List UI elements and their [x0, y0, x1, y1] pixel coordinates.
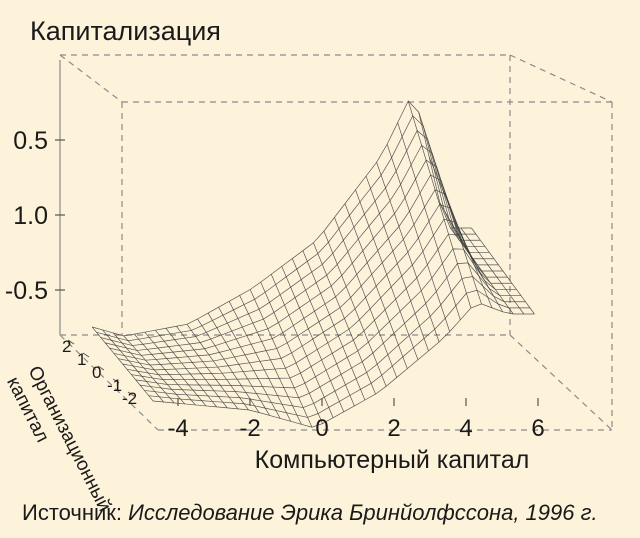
- surface-line: [239, 295, 302, 425]
- surface-line: [134, 333, 196, 406]
- surface-line: [100, 130, 481, 346]
- x-tick-label: 0: [315, 415, 328, 442]
- surface-line: [118, 189, 499, 366]
- y-tick-mark: [127, 391, 135, 397]
- surface-line: [102, 329, 164, 403]
- surface-line: [344, 203, 408, 369]
- surface-line: [365, 175, 429, 352]
- x-tick-label: 6: [531, 415, 544, 442]
- y-tick-mark: [97, 365, 105, 371]
- z-tick-label: 0.5: [13, 127, 48, 155]
- surface-line: [153, 303, 535, 428]
- x-tick-label: -2: [239, 415, 260, 442]
- source-note: Источник: Исследование Эрика Бринйолфссо…: [22, 500, 632, 526]
- surface-line: [228, 301, 292, 422]
- surface-line: [471, 227, 535, 315]
- surface-line: [439, 202, 503, 312]
- surface-line: [302, 250, 366, 401]
- surface-line: [186, 324, 249, 411]
- surface-mesh: [91, 100, 535, 428]
- surface-line: [460, 227, 525, 315]
- surface-line: [270, 274, 334, 418]
- surface-line: [291, 258, 355, 407]
- x-tick-label: -4: [167, 415, 188, 442]
- surface-line: [197, 318, 260, 413]
- chart-title: Капитализация: [30, 16, 221, 46]
- source-text: Исследование Эрика Бринйолфссона, 1996 г…: [128, 500, 598, 525]
- y-tick-mark: [67, 339, 75, 345]
- surface-line: [249, 289, 313, 428]
- surface-line: [91, 326, 154, 402]
- surface-line: [260, 281, 323, 424]
- z-tick-label: 1.0: [13, 202, 48, 230]
- z-tick-label: -0.5: [5, 277, 48, 305]
- surface-line: [112, 332, 175, 404]
- surface-line: [334, 217, 398, 378]
- source-prefix: Источник:: [22, 500, 129, 525]
- surface-line: [386, 144, 451, 332]
- y-tick-mark: [112, 378, 120, 384]
- surface-line: [376, 162, 440, 343]
- y-tick-mark: [82, 352, 90, 358]
- surface-line: [281, 266, 345, 412]
- surface-line: [397, 122, 461, 320]
- bounding-box: [59, 54, 613, 431]
- surface-line: [207, 312, 270, 416]
- y-tick-label: 1: [77, 350, 86, 369]
- surface-line: [313, 242, 376, 395]
- bounding-box-edge: [509, 54, 613, 103]
- x-tick-label: 2: [387, 415, 400, 442]
- y-tick-label: 0: [92, 363, 101, 382]
- surface-line: [428, 157, 493, 309]
- y-tick-label: -2: [122, 389, 137, 408]
- x-axis-label: Компьютерный капитал: [255, 446, 530, 474]
- surface-line: [165, 328, 228, 409]
- surface-line: [155, 329, 217, 408]
- surface-line: [113, 174, 494, 361]
- bounding-box-edge: [59, 334, 159, 431]
- surface-line: [323, 231, 387, 387]
- y-tick-label: -1: [107, 376, 122, 395]
- surface-line: [105, 144, 485, 351]
- surface-line: [148, 289, 530, 418]
- surface-line: [450, 227, 514, 315]
- x-tick-label: 4: [459, 415, 472, 442]
- surface-line: [407, 100, 472, 309]
- surface-line: [139, 262, 521, 399]
- bounding-box-edge: [509, 334, 613, 431]
- surface-line: [176, 326, 239, 410]
- surface-line: [144, 331, 207, 407]
- surface-line: [218, 307, 281, 419]
- y-tick-label: 2: [62, 337, 71, 356]
- surface-line: [123, 335, 186, 405]
- surface-line: [355, 189, 419, 360]
- bounding-box-edge: [59, 54, 123, 103]
